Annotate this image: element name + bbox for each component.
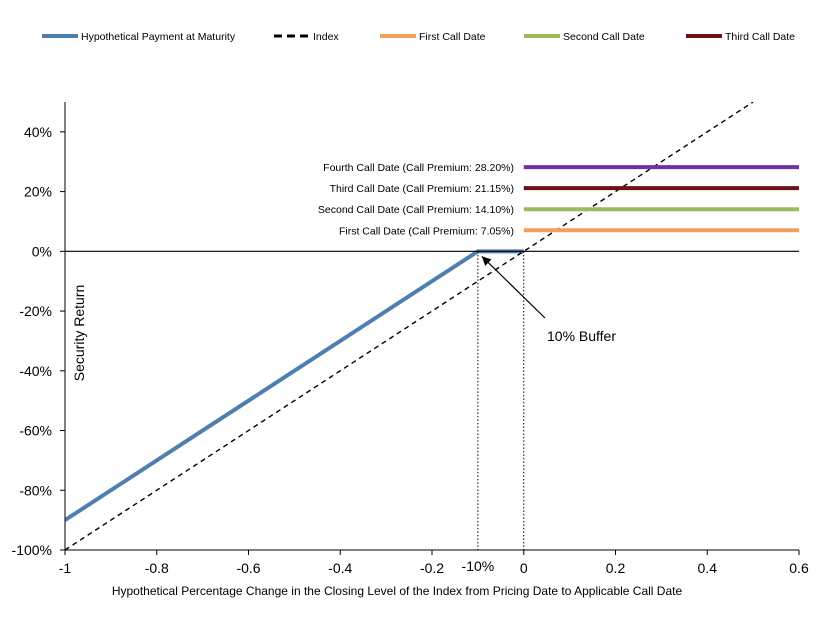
reference-line-label: -10% (462, 558, 495, 574)
x-tick-label: -0.6 (236, 560, 260, 576)
x-tick-label: -0.8 (145, 560, 169, 576)
call-line-label: Second Call Date (Call Premium: 14.10%) (318, 204, 514, 216)
y-tick-label: -100% (12, 542, 52, 558)
legend-label-second-call-date: Second Call Date (563, 31, 645, 43)
y-tick-label: 40% (24, 124, 52, 140)
call-line-label: Third Call Date (Call Premium: 21.15%) (330, 183, 514, 195)
legend-label-first-call-date: First Call Date (419, 31, 486, 43)
y-tick-label: -20% (19, 303, 52, 319)
annotation-arrow-head (481, 256, 492, 266)
call-line-label: First Call Date (Call Premium: 7.05%) (339, 225, 514, 237)
axes: -10%Fourth Call Date (Call Premium: 28.2… (12, 102, 809, 576)
annotation-label: 10% Buffer (547, 328, 616, 344)
legend: Hypothetical Payment at Maturity Index Fir… (42, 31, 795, 43)
x-tick-label: 0.4 (698, 560, 718, 576)
y-tick-label: -80% (19, 482, 52, 498)
y-tick-label: 20% (24, 184, 52, 200)
call-line-label: Fourth Call Date (Call Premium: 28.20%) (323, 162, 514, 174)
series-index (65, 102, 754, 550)
y-axis-label: Security Return (71, 285, 87, 381)
y-tick-label: -40% (19, 363, 52, 379)
legend-label-hypothetical-payment-at-maturity: Hypothetical Payment at Maturity (81, 31, 236, 43)
y-tick-label: -60% (19, 423, 52, 439)
series-hypothetical-payment-at-maturity (65, 249, 524, 522)
x-tick-label: 0.2 (606, 560, 626, 576)
y-tick-label: 0% (32, 243, 52, 259)
x-axis-label: Hypothetical Percentage Change in the Cl… (112, 584, 683, 598)
x-tick-label: -0.4 (328, 560, 352, 576)
x-tick-label: -1 (59, 560, 72, 576)
x-tick-label: -0.2 (420, 560, 444, 576)
x-tick-label: 0.6 (789, 560, 809, 576)
annotation-arrow-line (481, 255, 546, 319)
legend-label-third-call-date: Third Call Date (725, 31, 795, 43)
legend-label-index: Index (313, 31, 339, 43)
x-tick-label: 0 (520, 560, 528, 576)
